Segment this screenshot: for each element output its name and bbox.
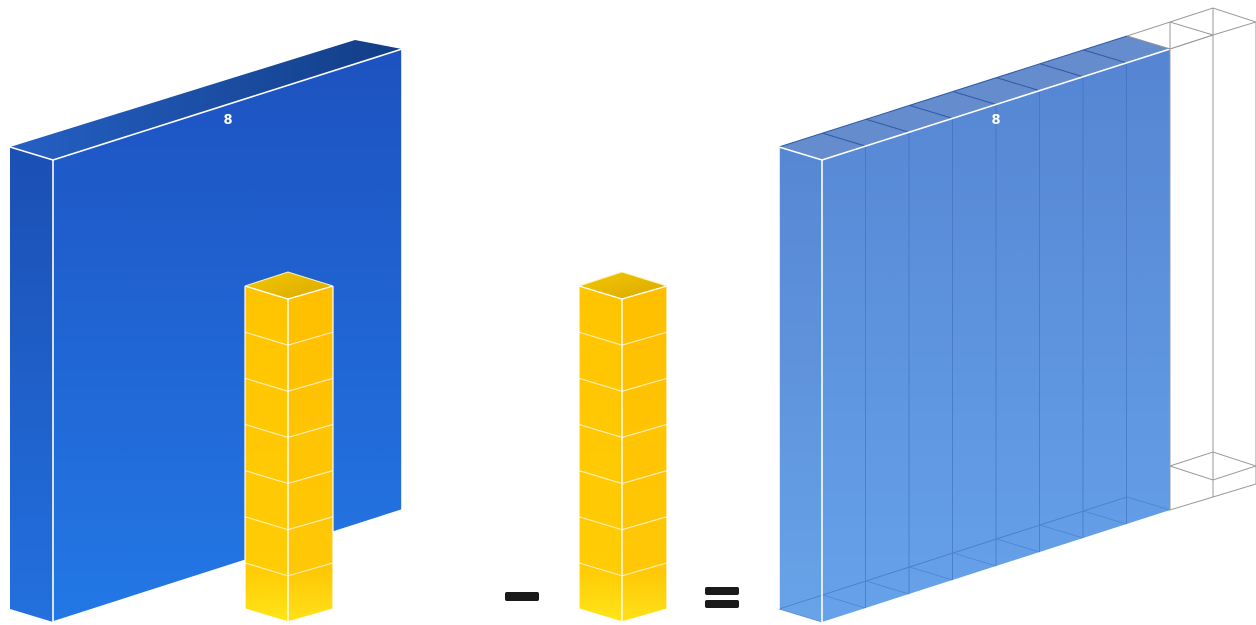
left-unit-column — [245, 272, 333, 622]
column-right-face — [622, 286, 667, 622]
column-right-face — [288, 286, 333, 622]
left-slab-label: 8 — [223, 113, 232, 128]
column-left-face — [245, 286, 288, 622]
column-left-face — [579, 286, 622, 622]
equals-bar-top — [705, 587, 739, 595]
minus-bar — [505, 592, 539, 601]
left-slab-side-face — [10, 147, 53, 622]
equals-bar-bottom — [705, 600, 739, 608]
left-blue-slab: 8 — [10, 40, 402, 622]
result-slab-label: 8 — [991, 113, 1000, 128]
result-slab-side-face — [779, 147, 822, 622]
result-slab: 8 — [779, 8, 1256, 622]
minus-operator: − — [505, 592, 539, 601]
subtrahend-unit-column — [579, 272, 667, 622]
equals-operator: = — [705, 587, 739, 608]
